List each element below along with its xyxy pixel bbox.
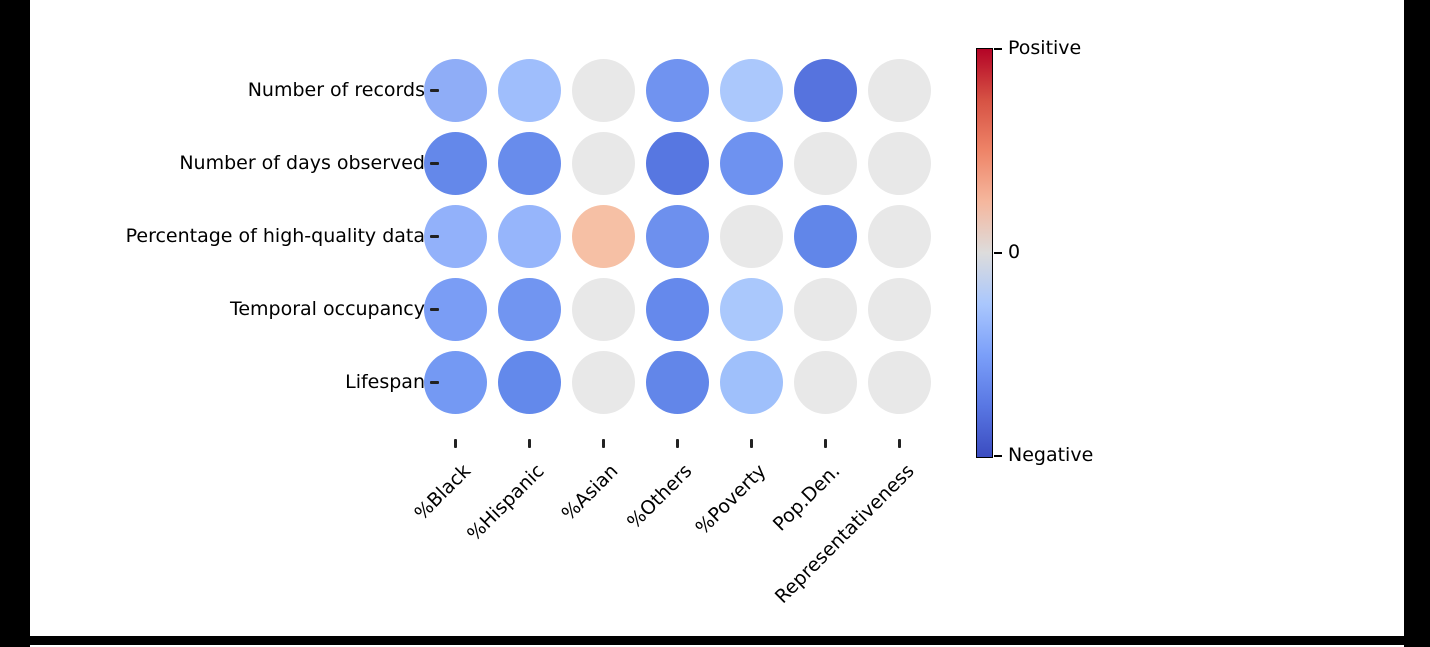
x-axis-label: Pop.Den. (768, 460, 845, 536)
y-axis-label: Lifespan (345, 371, 425, 393)
frame-bar-right (1404, 0, 1430, 647)
x-axis-tick (601, 439, 605, 448)
x-axis-label: %Poverty (691, 460, 771, 540)
y-axis-tick (430, 88, 439, 92)
bubble-cell (645, 58, 709, 122)
y-axis-label: Temporal occupancy (229, 298, 425, 320)
x-axis-tick (527, 439, 531, 448)
bubble-cell (645, 350, 709, 414)
bubble-cell (719, 204, 783, 268)
y-axis-tick (430, 307, 439, 311)
bubble-cell (867, 277, 931, 341)
bubble-cell (645, 204, 709, 268)
bubble-cell (645, 277, 709, 341)
frame-bar-left (0, 0, 30, 647)
bubble-cell (867, 58, 931, 122)
bubble-cell (719, 131, 783, 195)
x-axis-label: %Black (409, 460, 475, 525)
bubble-cell (793, 350, 857, 414)
bubble-cell (867, 204, 931, 268)
bubble-cell (793, 204, 857, 268)
colorbar-label-zero: 0 (1008, 241, 1021, 263)
x-axis-tick (823, 439, 827, 448)
x-axis-label: Representativeness (770, 460, 919, 608)
bubble-cell (571, 58, 635, 122)
x-axis-label: %Others (623, 460, 697, 534)
colorbar-label-positive: Positive (1008, 37, 1082, 59)
bubble-cell (571, 204, 635, 268)
bubble-cell (571, 350, 635, 414)
colorbar-tick-top (994, 48, 1002, 51)
bubble-cell (793, 58, 857, 122)
y-axis-tick (430, 161, 439, 165)
y-axis-tick (430, 380, 439, 384)
bubble-cell (867, 350, 931, 414)
bubble-cell (571, 277, 635, 341)
y-axis-label: Number of records (247, 79, 425, 101)
bubble-cell (645, 131, 709, 195)
bubble-cell (497, 58, 561, 122)
colorbar-label-negative: Negative (1008, 444, 1094, 466)
bubble-cell (793, 277, 857, 341)
bubble-cell (867, 131, 931, 195)
bubble-cell (719, 58, 783, 122)
colorbar-tick-bottom (994, 455, 1002, 458)
x-axis-tick (897, 439, 901, 448)
y-axis-label: Number of days observed (179, 152, 425, 174)
colorbar (976, 48, 993, 458)
x-axis-tick (453, 439, 457, 448)
bubble-cell (497, 131, 561, 195)
bubble-cell (793, 131, 857, 195)
y-axis-tick (430, 234, 439, 238)
x-axis-label: %Hispanic (462, 460, 549, 546)
y-axis-label: Percentage of high-quality data (125, 225, 425, 247)
frame-bar-bottom (0, 636, 1430, 645)
bubble-cell (719, 277, 783, 341)
bubble-cell (497, 350, 561, 414)
colorbar-tick-zero (994, 252, 1002, 255)
x-axis-label: %Asian (557, 460, 623, 525)
bubble-cell (571, 131, 635, 195)
bubble-cell (497, 277, 561, 341)
bubble-cell (497, 204, 561, 268)
bubble-cell (719, 350, 783, 414)
x-axis-tick (749, 439, 753, 448)
x-axis-tick (675, 439, 679, 448)
